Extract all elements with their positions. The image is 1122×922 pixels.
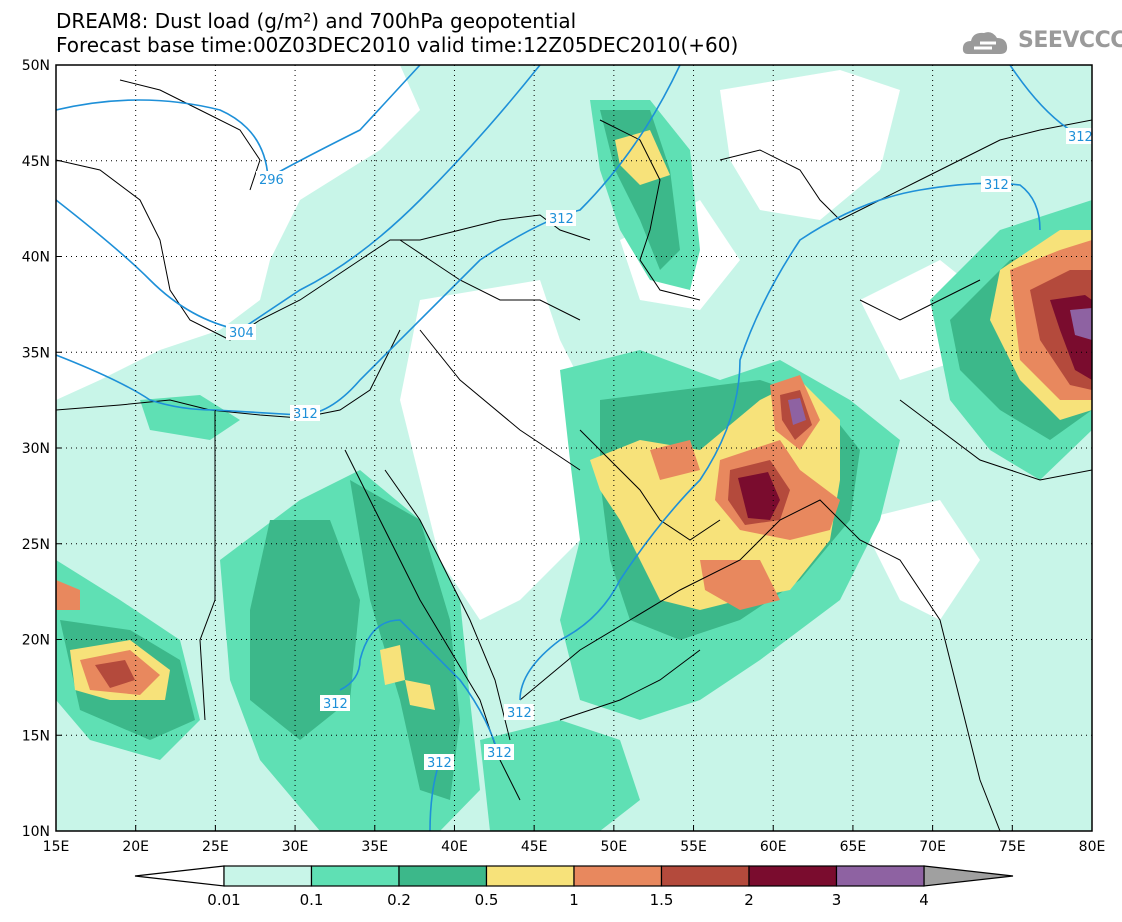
colorbar: 0.01 0.1 0.2 0.5 1 1.5 2 3 4: [134, 865, 1014, 909]
lat-tick-label: 10N: [22, 824, 50, 840]
lon-tick-label: 70E: [919, 839, 946, 855]
lon-tick-label: 65E: [840, 839, 867, 855]
lat-tick-label: 25N: [22, 537, 50, 553]
forecast-time-subtitle: Forecast base time:00Z03DEC2010 valid ti…: [56, 33, 739, 57]
contour-label-312h: 312: [424, 754, 454, 771]
contour-label-304: 304: [226, 324, 256, 341]
svg-text:312: 312: [984, 178, 1009, 193]
lon-tick-label: 40E: [441, 839, 468, 855]
colorbar-label: 0.2: [387, 891, 411, 909]
contour-label-312e: 312: [320, 695, 350, 712]
svg-text:312: 312: [1068, 130, 1093, 145]
lat-tick-label: 40N: [22, 250, 50, 266]
colorbar-box: [835, 865, 925, 887]
colorbar-max-arrow: [923, 865, 1014, 887]
svg-text:296: 296: [259, 173, 284, 188]
lat-tick-label: 45N: [22, 154, 50, 170]
lon-tick-label: 60E: [760, 839, 787, 855]
contour-label-312c: 312: [981, 176, 1011, 193]
svg-text:312: 312: [293, 407, 318, 422]
lat-tick-label: 50N: [22, 58, 50, 74]
colorbar-box: [310, 865, 400, 887]
map-title: DREAM8: Dust load (g/m²) and 700hPa geop…: [56, 9, 577, 33]
colorbar-box: [660, 865, 750, 887]
colorbar-box: [398, 865, 488, 887]
colorbar-label: 0.1: [300, 891, 324, 909]
colorbar-box: [223, 865, 313, 887]
lon-tick-label: 35E: [361, 839, 388, 855]
svg-text:312: 312: [427, 756, 452, 771]
svg-text:312: 312: [487, 746, 512, 761]
lon-tick-label: 75E: [999, 839, 1026, 855]
lat-tick-label: 35N: [22, 345, 50, 361]
seevccc-logo-text: SEEVCCC: [1018, 28, 1122, 53]
colorbar-label: 1: [569, 891, 579, 909]
lon-tick-label: 50E: [601, 839, 628, 855]
lon-tick-label: 55E: [680, 839, 707, 855]
lat-tick-label: 15N: [22, 728, 50, 744]
colorbar-label: 0.5: [475, 891, 499, 909]
svg-text:312: 312: [323, 697, 348, 712]
axis-ticks: 15E 20E 25E 30E 35E 40E 45E 50E 55E 60E 65E 70E 75E 8…: [22, 58, 1106, 855]
lon-tick-label: 20E: [122, 839, 149, 855]
lon-tick-label: 45E: [521, 839, 548, 855]
dust-level-3: [788, 308, 1092, 425]
lon-tick-label: 15E: [43, 839, 70, 855]
svg-text:312: 312: [549, 212, 574, 227]
colorbar-label: 1.5: [650, 891, 674, 909]
colorbar-min-arrow: [134, 865, 225, 887]
svg-text:312: 312: [507, 706, 532, 721]
dust-field: [56, 65, 1092, 831]
lon-tick-label: 25E: [202, 839, 229, 855]
contour-label-312d: 312: [1066, 128, 1093, 145]
contour-label-312a: 312: [546, 210, 576, 227]
contour-label-312g: 312: [484, 744, 514, 761]
colorbar-box: [485, 865, 575, 887]
colorbar-box: [748, 865, 838, 887]
lat-tick-label: 20N: [22, 633, 50, 649]
lat-tick-label: 30N: [22, 441, 50, 457]
cloud-logo-icon: [962, 32, 1008, 54]
colorbar-label: 2: [744, 891, 754, 909]
colorbar-box: [573, 865, 663, 887]
colorbar-label: 3: [832, 891, 842, 909]
contour-label-296: 296: [256, 171, 286, 188]
contour-label-312f: 312: [504, 704, 534, 721]
lon-tick-label: 30E: [282, 839, 309, 855]
lon-tick-label: 80E: [1079, 839, 1106, 855]
contour-label-312b: 312: [290, 405, 320, 422]
colorbar-label: 4: [919, 891, 929, 909]
svg-text:304: 304: [229, 326, 254, 341]
geopotential-contours: [56, 65, 1092, 831]
colorbar-label: 0.01: [207, 891, 240, 909]
contour-labels: 296 304 312 312 312 312 312 312 312 312: [226, 128, 1093, 771]
